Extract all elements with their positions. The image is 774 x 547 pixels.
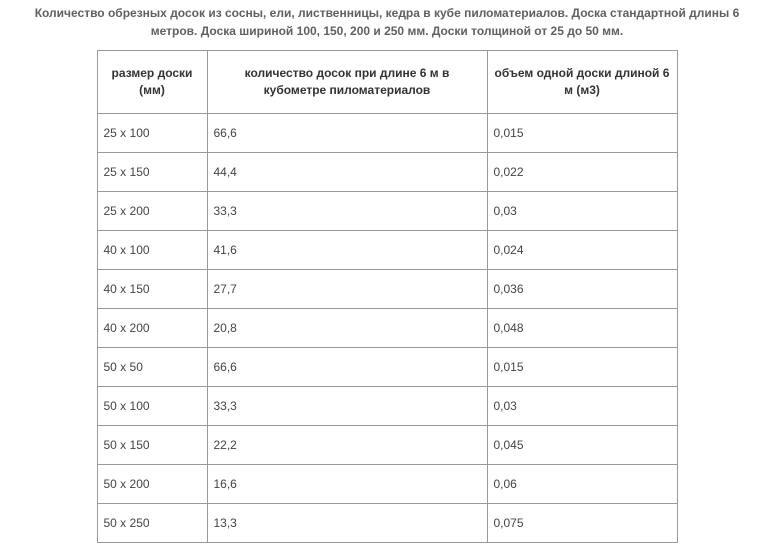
table-cell: 33,3 [207, 191, 487, 230]
table-row: 40 х 20020,80,048 [97, 308, 677, 347]
table-row: 25 х 20033,30,03 [97, 191, 677, 230]
col-header-volume: объем одной доски длиной 6 м (м3) [487, 51, 677, 114]
table-cell: 40 х 100 [97, 230, 207, 269]
table-row: 50 х 10033,30,03 [97, 386, 677, 425]
table-cell: 50 х 150 [97, 425, 207, 464]
table-cell: 0,03 [487, 386, 677, 425]
table-cell: 50 х 100 [97, 386, 207, 425]
table-cell: 50 х 50 [97, 347, 207, 386]
table-cell: 66,6 [207, 113, 487, 152]
table-row: 50 х 5066,60,015 [97, 347, 677, 386]
table-cell: 0,015 [487, 113, 677, 152]
table-caption: Количество обрезных досок из сосны, ели,… [14, 4, 760, 40]
table-cell: 22,2 [207, 425, 487, 464]
table-row: 25 х 15044,40,022 [97, 152, 677, 191]
table-cell: 0,048 [487, 308, 677, 347]
table-cell: 20,8 [207, 308, 487, 347]
table-cell: 0,024 [487, 230, 677, 269]
table-cell: 33,3 [207, 386, 487, 425]
table-cell: 0,075 [487, 503, 677, 542]
table-row: 25 х 10066,60,015 [97, 113, 677, 152]
table-row: 40 х 15027,70,036 [97, 269, 677, 308]
table-cell: 0,06 [487, 464, 677, 503]
table-cell: 27,7 [207, 269, 487, 308]
table-cell: 50 х 250 [97, 503, 207, 542]
table-cell: 40 х 200 [97, 308, 207, 347]
table-cell: 41,6 [207, 230, 487, 269]
table-header-row: размер доски (мм) количество досок при д… [97, 51, 677, 114]
table-cell: 16,6 [207, 464, 487, 503]
col-header-count: количество досок при длине 6 м в кубомет… [207, 51, 487, 114]
lumber-table: размер доски (мм) количество досок при д… [97, 50, 678, 543]
table-cell: 66,6 [207, 347, 487, 386]
table-body: 25 х 10066,60,01525 х 15044,40,02225 х 2… [97, 113, 677, 542]
table-row: 40 х 10041,60,024 [97, 230, 677, 269]
table-cell: 40 х 150 [97, 269, 207, 308]
table-cell: 13,3 [207, 503, 487, 542]
table-cell: 50 х 200 [97, 464, 207, 503]
col-header-size: размер доски (мм) [97, 51, 207, 114]
table-cell: 25 х 200 [97, 191, 207, 230]
table-cell: 0,045 [487, 425, 677, 464]
table-cell: 44,4 [207, 152, 487, 191]
table-cell: 0,022 [487, 152, 677, 191]
table-row: 50 х 25013,30,075 [97, 503, 677, 542]
table-row: 50 х 15022,20,045 [97, 425, 677, 464]
table-cell: 0,036 [487, 269, 677, 308]
table-cell: 0,015 [487, 347, 677, 386]
table-cell: 25 х 150 [97, 152, 207, 191]
table-row: 50 х 20016,60,06 [97, 464, 677, 503]
table-cell: 0,03 [487, 191, 677, 230]
table-cell: 25 х 100 [97, 113, 207, 152]
